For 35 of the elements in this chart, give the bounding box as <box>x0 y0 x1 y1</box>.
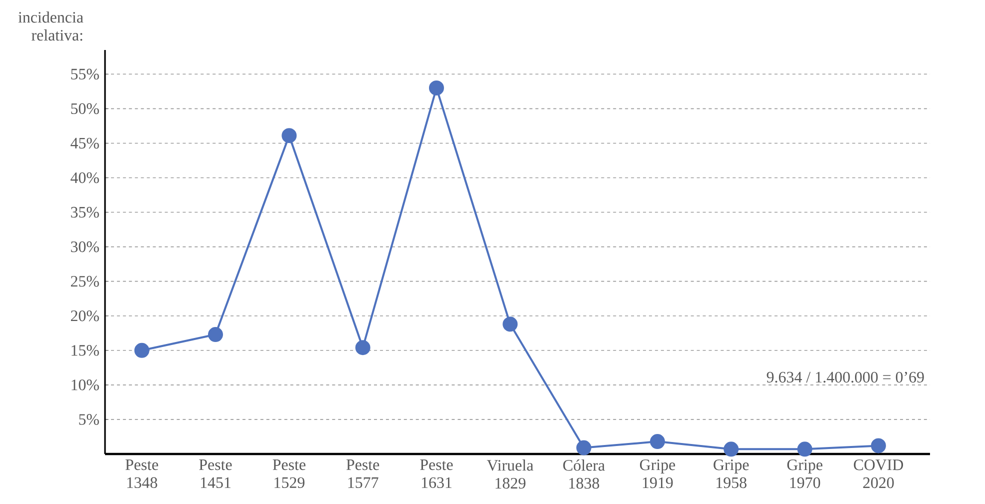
x-tick-label: Peste 1577 <box>346 459 380 488</box>
x-tick-label: Peste 1348 <box>125 459 158 488</box>
y-tick-label: 10% <box>72 380 99 390</box>
annotation: 9.634 / 1.400.000 = 0’69 <box>766 372 924 383</box>
y-tick-label: 20% <box>70 310 99 322</box>
x-tick-label: Peste 1529 <box>272 459 306 488</box>
y-tick-label: 50% <box>71 103 99 114</box>
point <box>355 340 370 356</box>
x-tick-label: Peste 1631 <box>420 459 453 488</box>
x-tick-label: COVID 2020 <box>854 460 904 488</box>
y-tick-label: 25% <box>70 276 99 287</box>
x-tick-label: Viruela 1829 <box>486 459 534 489</box>
point <box>502 316 518 332</box>
point <box>282 128 297 144</box>
x-tick-label: Gripe 1970 <box>787 460 822 488</box>
y-tick-label: 45% <box>70 138 99 149</box>
y-tick-label: 15% <box>72 344 99 356</box>
x-tick-label: Gripe 1919 <box>640 460 676 488</box>
y-tick-label: 55% <box>71 68 99 80</box>
point <box>134 342 150 358</box>
point <box>428 80 444 96</box>
x-tick-label: Peste 1451 <box>199 459 232 488</box>
point <box>208 327 223 342</box>
y-tick-label: 35% <box>71 206 99 218</box>
point <box>797 442 812 457</box>
x-tick-label: Cólera 1838 <box>563 460 605 489</box>
point <box>870 438 886 454</box>
point <box>650 434 665 450</box>
x-tick-label: Gripe 1958 <box>714 460 749 488</box>
y-tick-label: 40% <box>70 172 99 184</box>
y-tick-label: 30% <box>71 241 99 252</box>
y-tick-label: 5% <box>79 414 99 425</box>
point <box>724 442 739 457</box>
point <box>576 440 592 456</box>
y-axis-title: incidencia relativa: <box>18 11 84 41</box>
